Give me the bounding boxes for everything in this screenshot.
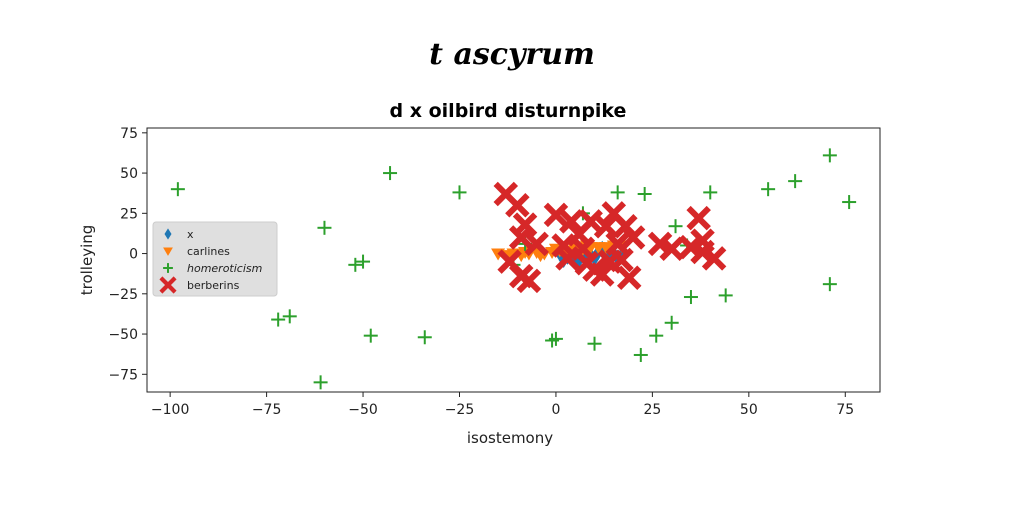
data-point (822, 277, 837, 292)
chart-suptitle: t ascyrum (429, 37, 595, 72)
legend-marker (163, 247, 173, 256)
y-tick-label: 0 (129, 247, 138, 263)
data-point (659, 236, 684, 261)
data-point (842, 195, 857, 210)
legend-label: x (187, 228, 194, 241)
legend-label: berberins (187, 279, 240, 292)
data-point (690, 228, 715, 253)
data-point (822, 148, 837, 163)
data-point (543, 202, 569, 228)
data-point (649, 328, 664, 343)
y-tick-label: −50 (108, 327, 138, 343)
data-point (417, 330, 432, 345)
data-point (718, 288, 733, 303)
chart-title: d x oilbird disturnpike (390, 100, 627, 122)
legend-label: carlines (187, 245, 230, 258)
data-point (683, 290, 698, 305)
series-berberins (493, 181, 727, 294)
y-tick-label: 50 (120, 166, 138, 182)
data-point (170, 182, 185, 197)
data-point (348, 257, 363, 272)
data-point (317, 220, 332, 235)
x-tick-label: 0 (551, 402, 560, 418)
data-point (570, 236, 596, 261)
data-point (701, 246, 727, 271)
data-point (761, 182, 776, 197)
data-point (587, 336, 602, 351)
y-axis-label: trolleying (78, 225, 96, 296)
x-tick-label: 25 (643, 402, 661, 418)
data-point (516, 268, 542, 294)
y-axis-ticks: −75 −50 −25 0 25 50 75 (108, 126, 147, 383)
data-point (578, 209, 603, 234)
data-point (548, 331, 563, 346)
data-point (452, 185, 467, 200)
data-point (383, 166, 398, 181)
x-tick-label: 50 (740, 402, 758, 418)
legend-label: homeroticism (187, 262, 262, 275)
data-point (271, 312, 286, 327)
data-point (313, 375, 328, 390)
data-point (559, 209, 584, 234)
data-point (610, 185, 625, 200)
data-point (668, 219, 683, 234)
data-point (664, 315, 679, 330)
y-tick-label: −75 (108, 367, 138, 383)
data-point (363, 328, 378, 343)
x-axis-label: isostemony (467, 429, 553, 447)
data-point (505, 193, 530, 218)
data-point (589, 262, 615, 287)
data-point (356, 254, 371, 269)
legend-box (152, 221, 278, 297)
data-point (616, 265, 642, 290)
legend-marker (164, 228, 172, 240)
legend: x carlines homeroticism berberins (152, 221, 278, 297)
y-tick-label: 25 (120, 206, 138, 222)
y-tick-label: −25 (108, 287, 138, 303)
data-point (609, 247, 634, 273)
data-point (703, 185, 718, 200)
x-tick-label: −25 (445, 402, 475, 418)
scatter-points (170, 148, 857, 390)
data-point (620, 225, 646, 250)
data-point (593, 213, 619, 239)
legend-marker (159, 276, 177, 294)
data-point (686, 205, 711, 231)
x-tick-label: −100 (151, 402, 189, 418)
x-tick-label: −50 (348, 402, 378, 418)
data-point (633, 347, 648, 362)
x-tick-label: −75 (252, 402, 282, 418)
y-tick-label: 75 (120, 126, 138, 142)
data-point (508, 225, 534, 250)
x-tick-label: 75 (836, 402, 854, 418)
data-point (637, 187, 652, 201)
data-point (788, 174, 803, 189)
legend-marker (163, 263, 173, 273)
data-point (524, 231, 549, 257)
data-point (282, 309, 297, 324)
data-point (555, 246, 580, 271)
x-axis-ticks: −100 −75 −50 −25 0 25 50 75 (151, 392, 854, 418)
